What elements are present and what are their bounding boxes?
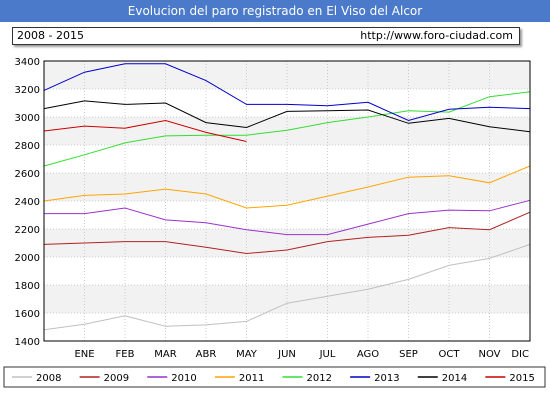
y-tick-label: 3200 [15, 85, 40, 96]
legend-label-2013: 2013 [374, 373, 399, 384]
legend-box [3, 366, 546, 388]
series-line-2015 [43, 119, 247, 142]
series-line-2009 [43, 211, 531, 255]
y-tick-label: 3000 [15, 113, 40, 124]
series-lines [43, 63, 531, 331]
legend-label-2010: 2010 [171, 373, 196, 384]
plot-frame [43, 60, 531, 342]
x-tick-label: JUL [319, 349, 336, 360]
y-tick-label: 3400 [15, 57, 40, 68]
y-tick-label: 1600 [15, 309, 40, 320]
y-tick-label: 2800 [15, 141, 40, 152]
series-line-2011 [43, 165, 531, 209]
legend-label-2011: 2011 [239, 373, 264, 384]
legend-label-2014: 2014 [442, 373, 467, 384]
x-tick-label: ABR [196, 349, 217, 360]
x-axis-ticks: ENE FEB MAR ABR MAY JUN JUL AGO SEP OCT NOV DIC [74, 349, 529, 360]
x-tick-label: MAY [236, 349, 258, 360]
legend-label-2008: 2008 [36, 373, 61, 384]
legend-label-2012: 2012 [307, 373, 332, 384]
x-tick-label: FEB [116, 349, 135, 360]
x-tick-label: MAR [154, 349, 176, 360]
x-tick-label: SEP [399, 349, 418, 360]
legend-label-2009: 2009 [104, 373, 129, 384]
y-tick-label: 2200 [15, 225, 40, 236]
series-line-2014 [43, 100, 531, 133]
x-tick-label: AGO [357, 349, 379, 360]
x-tick-label: DIC [511, 349, 529, 360]
chart-title: Evolucion del paro registrado en El Viso… [0, 0, 550, 22]
y-axis-ticks: 1400 1600 1800 2000 2200 2400 2600 2800 3000 3200… [15, 57, 40, 348]
y-tick-label: 2600 [15, 169, 40, 180]
y-tick-label: 2400 [15, 197, 40, 208]
series-line-2008 [43, 243, 531, 331]
source-url: http://www.foro-ciudad.com [360, 29, 513, 42]
x-tick-label: JUN [277, 349, 296, 360]
x-tick-label: NOV [478, 349, 500, 360]
series-line-2010 [44, 199, 531, 236]
axes [43, 60, 531, 342]
x-tick-label: ENE [74, 349, 94, 360]
band [44, 229, 530, 257]
info-bar: 2008 - 2015 http://www.foro-ciudad.com [12, 27, 520, 45]
legend-label-2015: 2015 [509, 373, 534, 384]
series-line-2012 [43, 91, 531, 167]
year-range-label: 2008 - 2015 [17, 29, 84, 42]
legend: 2008 2009 2010 2011 2012 2013 2014 2015 [3, 366, 546, 388]
y-tick-label: 1800 [15, 281, 40, 292]
band [44, 61, 530, 89]
series-line-2013 [43, 63, 531, 122]
x-tick-label: OCT [439, 349, 461, 360]
y-tick-label: 1400 [15, 337, 40, 348]
y-tick-label: 2000 [15, 253, 40, 264]
